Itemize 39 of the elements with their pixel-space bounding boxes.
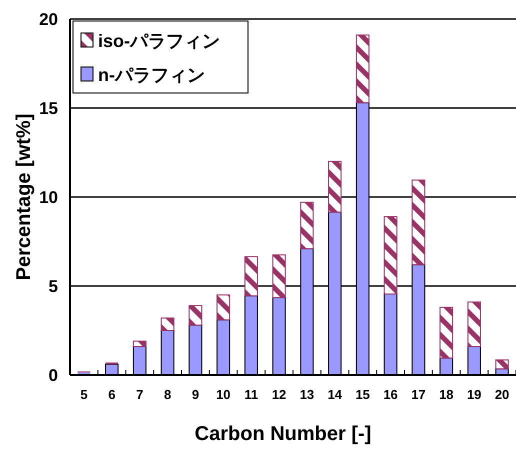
bar bbox=[188, 305, 202, 326]
bar bbox=[216, 294, 230, 320]
x-tick-label: 19 bbox=[466, 387, 482, 402]
x-tick-label: 13 bbox=[300, 387, 314, 402]
x-tick-label: 12 bbox=[272, 387, 286, 402]
x-tick-label: 7 bbox=[136, 387, 144, 402]
bar bbox=[384, 216, 398, 295]
x-tick-label: 8 bbox=[164, 387, 172, 402]
y-axis-title: Percentage [wt%] bbox=[13, 114, 35, 280]
x-tick-label: 14 bbox=[328, 387, 343, 402]
x-tick-label: 15 bbox=[355, 387, 370, 402]
bar bbox=[328, 160, 342, 213]
y-tick-label: 20 bbox=[39, 10, 58, 29]
legend-label: iso-パラフィン bbox=[98, 31, 220, 51]
y-tick-label: 5 bbox=[48, 277, 58, 296]
bar bbox=[300, 202, 314, 250]
bar bbox=[244, 256, 258, 296]
x-tick-label: 6 bbox=[108, 387, 116, 402]
y-tick-label: 10 bbox=[39, 188, 58, 207]
x-tick-label: 18 bbox=[439, 387, 454, 402]
x-tick-label: 17 bbox=[411, 387, 426, 402]
x-tick-label: 10 bbox=[216, 387, 231, 402]
bar bbox=[272, 254, 286, 298]
x-axis-title: Carbon Number [-] bbox=[194, 423, 372, 445]
bar bbox=[467, 302, 481, 348]
x-tick-label: 9 bbox=[192, 387, 200, 402]
bar bbox=[412, 180, 426, 266]
y-tick-label: 0 bbox=[48, 366, 58, 385]
bar bbox=[495, 359, 509, 370]
y-tick-label: 15 bbox=[39, 99, 58, 118]
bar bbox=[160, 318, 174, 331]
x-tick-label: 5 bbox=[80, 387, 88, 402]
bar bbox=[132, 340, 146, 348]
bar bbox=[440, 306, 454, 359]
x-tick-label: 16 bbox=[383, 387, 398, 402]
x-tick-label: 20 bbox=[494, 387, 510, 402]
legend-label: n-パラフィン bbox=[98, 65, 205, 85]
bar bbox=[356, 34, 370, 104]
x-tick-label: 11 bbox=[244, 387, 258, 402]
